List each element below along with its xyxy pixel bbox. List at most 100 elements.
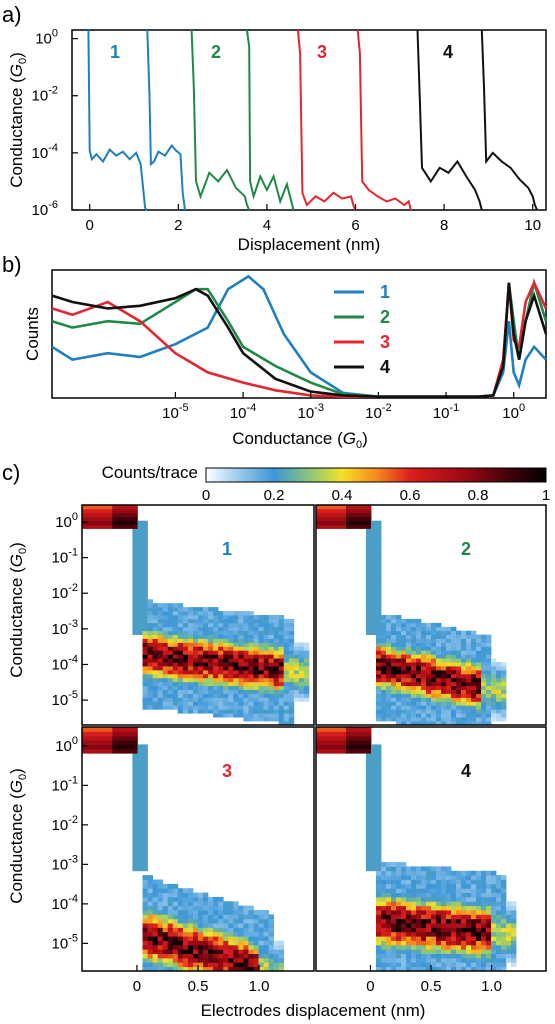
heatmap-cell bbox=[152, 622, 158, 628]
heatmap-cell bbox=[193, 634, 199, 639]
heatmap-cell bbox=[486, 914, 492, 920]
heatmap-cell bbox=[381, 662, 387, 667]
heatmap-cell bbox=[233, 658, 239, 663]
heatmap-cell bbox=[288, 654, 295, 659]
heatmap-cell bbox=[366, 761, 372, 767]
heatmap-cell bbox=[157, 944, 164, 950]
heatmap-cell bbox=[371, 575, 377, 580]
heatmap-cell bbox=[501, 693, 507, 698]
heatmap-cell bbox=[486, 962, 492, 968]
heatmap-cell bbox=[273, 615, 280, 620]
heatmap-cell bbox=[258, 931, 264, 937]
heatmap-cell bbox=[258, 638, 264, 643]
heatmap-cell bbox=[157, 666, 164, 671]
heatmap-cell bbox=[293, 689, 300, 694]
heatmap-cell bbox=[132, 571, 138, 577]
heatmap-cell bbox=[406, 630, 412, 635]
heatmap-cell bbox=[142, 744, 148, 750]
heatmap-cell bbox=[193, 681, 199, 687]
heatmap-cell bbox=[461, 646, 467, 651]
heatmap-cell bbox=[431, 709, 437, 714]
heatmap-cell bbox=[371, 622, 377, 628]
heatmap-cell bbox=[102, 740, 108, 745]
heatmap-cell bbox=[401, 701, 407, 706]
heatmap-cell bbox=[203, 949, 209, 954]
heatmap-cell bbox=[142, 827, 148, 832]
heatmap-cell bbox=[436, 677, 442, 683]
heatmap-cell bbox=[431, 622, 437, 628]
heatmap-cell bbox=[421, 923, 427, 928]
heatmap-cell bbox=[376, 520, 382, 525]
panel-a-y-axis-label: Conductance (G0) bbox=[7, 52, 29, 188]
heatmap-cell bbox=[396, 615, 402, 620]
heatmap-cell bbox=[142, 849, 148, 854]
heatmap-cell bbox=[406, 888, 412, 893]
heatmap-cell bbox=[406, 685, 412, 690]
panel-a-x-tick-label: 0 bbox=[86, 217, 94, 234]
heatmap-cell bbox=[491, 966, 497, 972]
heatmap-cell bbox=[268, 931, 274, 937]
heatmap-cell bbox=[213, 701, 219, 706]
heatmap-cell bbox=[193, 689, 199, 694]
heatmap-cell bbox=[476, 650, 482, 655]
heatmap-cell bbox=[366, 770, 372, 776]
heatmap-cell bbox=[137, 844, 143, 850]
heatmap-cell bbox=[137, 622, 143, 628]
heatmap-cell bbox=[401, 681, 407, 687]
heatmap-cell bbox=[258, 618, 264, 624]
heatmap-cell bbox=[356, 512, 362, 518]
heatmap-cell bbox=[476, 677, 482, 683]
heatmap-cell bbox=[486, 923, 492, 928]
heatmap-cell bbox=[371, 552, 377, 557]
heatmap-cell bbox=[386, 940, 392, 946]
heatmap-cell bbox=[491, 658, 497, 663]
heatmap-cell bbox=[411, 638, 417, 643]
heatmap-cell bbox=[258, 705, 264, 710]
heatmap-cell bbox=[182, 918, 189, 924]
heatmap-cell bbox=[436, 879, 442, 885]
heatmap-cell bbox=[218, 701, 224, 706]
heatmap-cell bbox=[421, 892, 427, 898]
heatmap-cell bbox=[187, 642, 194, 647]
heatmap-cell bbox=[288, 666, 295, 671]
heatmap-cell bbox=[218, 966, 224, 972]
heatmap-cell bbox=[366, 822, 372, 828]
heatmap-cell bbox=[416, 905, 422, 911]
heatmap-cell bbox=[213, 927, 219, 933]
heatmap-cell bbox=[376, 677, 382, 683]
heatmap-cell bbox=[228, 642, 234, 647]
heatmap-cell bbox=[481, 896, 487, 902]
heatmap-cell bbox=[152, 705, 158, 710]
heatmap-cell bbox=[223, 953, 229, 959]
heatmap-cell bbox=[476, 940, 482, 946]
heatmap-cell bbox=[451, 883, 457, 889]
heatmap-cell bbox=[431, 923, 437, 928]
heatmap-cell bbox=[258, 936, 264, 941]
heatmap-cell bbox=[288, 650, 295, 655]
heatmap-cell bbox=[82, 727, 88, 732]
heatmap-cell bbox=[511, 927, 517, 933]
legend-label-1: 1 bbox=[380, 282, 390, 302]
heatmap-cell bbox=[466, 931, 472, 937]
heatmap-cell bbox=[122, 524, 128, 529]
heatmap-cell bbox=[147, 607, 153, 612]
heatmap-cell bbox=[167, 905, 174, 911]
heatmap-cell bbox=[157, 654, 164, 659]
heatmap-cell bbox=[162, 892, 169, 898]
heatmap-cell bbox=[396, 658, 402, 663]
heatmap-cell bbox=[476, 927, 482, 933]
heatmap-cell bbox=[371, 618, 377, 624]
heatmap-cell bbox=[426, 721, 432, 726]
heatmap-cell bbox=[456, 701, 462, 706]
heatmap-cell bbox=[157, 701, 164, 706]
heatmap-cell bbox=[117, 735, 123, 741]
heatmap-cell bbox=[208, 615, 214, 620]
heatmap-cell bbox=[506, 918, 512, 924]
heatmap-cell bbox=[172, 931, 179, 937]
heatmap-cell bbox=[481, 883, 487, 889]
heatmap-cell bbox=[193, 953, 199, 959]
heatmap-cell bbox=[258, 615, 264, 620]
heatmap-cell bbox=[426, 677, 432, 683]
heatmap-cell bbox=[147, 901, 153, 907]
heatmap-cell bbox=[371, 766, 377, 771]
